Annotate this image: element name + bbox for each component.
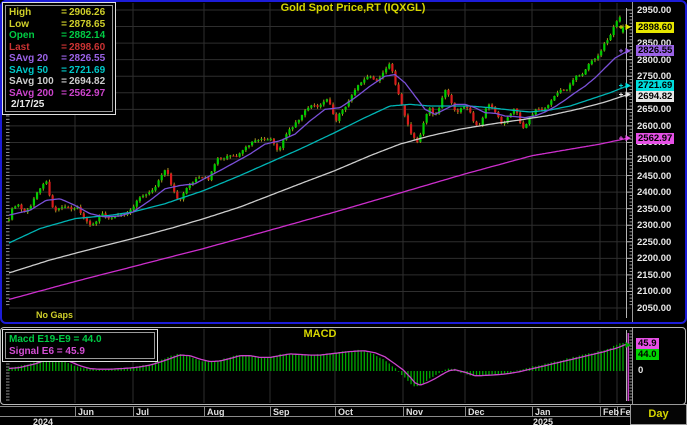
macd-value-tag: 45.9: [636, 338, 659, 350]
equals-sign: =: [61, 41, 67, 53]
macd-value-tag: 44.0: [636, 349, 659, 361]
quote-info-row: SAvg 50 = 2721.69: [9, 65, 109, 77]
quote-info-row: SAvg 20 = 2826.55: [9, 53, 109, 65]
price-axis-label: 2800.00: [637, 54, 672, 66]
price-axis-label: 2250.00: [637, 236, 672, 248]
macd-zero-label: 0: [638, 365, 644, 376]
month-tick: [75, 406, 76, 416]
macd-canvas[interactable]: [0, 327, 687, 405]
ma-price-tag: 2721.69: [636, 80, 675, 92]
macd-legend-macd: Macd E19-E9 = 44.0: [9, 334, 102, 345]
year-label: 2025: [533, 417, 554, 425]
equals-sign: =: [61, 18, 67, 30]
quote-value: 2878.65: [69, 18, 106, 30]
price-axis-label: 2600.00: [637, 120, 672, 132]
quote-label: SAvg 100: [9, 76, 54, 87]
macd-legend-signal: Signal E6 = 45.9: [9, 346, 85, 357]
no-gaps-label: No Gaps: [36, 310, 74, 320]
ma-price-tag: 2826.55: [636, 45, 675, 57]
price-axis-label: 2950.00: [637, 5, 672, 16]
price-axis-label: 2350.00: [637, 203, 672, 215]
month-tick: [617, 406, 618, 416]
ma-price-tag: 2562.97: [636, 132, 675, 144]
timeframe-day-box[interactable]: Day: [630, 404, 687, 425]
equals-sign: =: [61, 76, 67, 87]
month-tick: [600, 406, 601, 416]
month-label: Jun: [78, 407, 95, 417]
month-label: Feb: [620, 407, 637, 417]
month-tick: [204, 406, 205, 416]
time-axis-top-line: [0, 406, 630, 407]
month-label: Aug: [207, 407, 225, 417]
quote-value: 2721.69: [69, 64, 106, 76]
quote-label: SAvg 200: [9, 87, 54, 99]
equals-sign: =: [61, 64, 67, 76]
month-label: Jan: [535, 407, 551, 417]
quote-value: 2562.97: [69, 87, 106, 99]
quote-info-row: Open = 2882.14: [9, 30, 109, 42]
quote-info-row: SAvg 200 = 2562.97: [9, 88, 109, 100]
quote-value: 2826.55: [69, 53, 106, 64]
time-axis: Jun Jul Aug Sep Oct Nov Dec Jan Feb Feb 2024 2025: [0, 406, 687, 425]
equals-sign: =: [61, 53, 67, 64]
chart-title: Gold Spot Price,RT (IQXGL): [280, 2, 426, 14]
quote-value: 2882.14: [69, 30, 106, 41]
quote-info-row: Low = 2878.65: [9, 19, 109, 31]
price-axis-label: 2100.00: [637, 286, 672, 298]
equals-sign: =: [61, 7, 67, 18]
price-axis-label: 2400.00: [637, 187, 672, 199]
quote-info-row: High = 2906.26: [9, 7, 109, 19]
price-axis-label: 2050.00: [637, 303, 672, 314]
price-axis-label: 2650.00: [637, 104, 672, 116]
month-tick: [335, 406, 336, 416]
month-label: Oct: [338, 407, 354, 417]
quote-label: High: [9, 7, 32, 18]
month-label: Jul: [136, 407, 150, 417]
month-label: Sep: [273, 407, 290, 417]
quote-date: 2/17/25: [11, 99, 45, 110]
month-tick: [403, 406, 404, 416]
year-label: 2024: [33, 417, 54, 425]
quote-value: 2694.82: [69, 76, 106, 87]
macd-title: MACD: [303, 328, 337, 340]
quote-label: SAvg 20: [9, 53, 49, 64]
equals-sign: =: [61, 30, 67, 41]
time-axis-mid-line: [0, 416, 630, 417]
quote-info-rows: High = 2906.26 Low = 2878.65 Open = 2882.14 Last =…: [9, 7, 109, 99]
price-axis-label: 2750.00: [637, 71, 672, 83]
price-axis-label: 2150.00: [637, 269, 672, 281]
ma-price-tag: 2898.60: [636, 21, 675, 33]
price-axis-label: 2300.00: [637, 220, 672, 232]
quote-label: SAvg 50: [9, 64, 49, 76]
equals-sign: =: [61, 87, 67, 99]
month-label: Nov: [406, 407, 424, 417]
month-tick: [270, 406, 271, 416]
month-tick: [532, 406, 533, 416]
quote-info-row: SAvg 100 = 2694.82: [9, 76, 109, 88]
quote-label: Low: [9, 18, 29, 30]
month-label: Dec: [468, 407, 485, 417]
price-axis-label: 2450.00: [637, 170, 672, 182]
ma-price-tag: 2694.82: [636, 91, 675, 103]
quote-info-box: High = 2906.26 Low = 2878.65 Open = 2882.14 Last =…: [2, 2, 116, 115]
macd-legend-box: Macd E19-E9 = 44.0 Signal E6 = 45.9: [2, 329, 158, 362]
month-tick: [465, 406, 466, 416]
price-axis-label: 2850.00: [637, 38, 672, 50]
quote-value: 2898.60: [69, 41, 106, 53]
quote-label: Last: [9, 41, 30, 53]
price-axis-label: 2200.00: [637, 253, 672, 265]
price-axis-label: 2500.00: [637, 154, 672, 165]
month-tick: [133, 406, 134, 416]
month-label: Feb: [603, 407, 620, 417]
quote-value: 2906.26: [69, 7, 106, 18]
timeframe-day-label: Day: [648, 408, 669, 420]
quote-label: Open: [9, 30, 35, 41]
quote-info-row: Last = 2898.60: [9, 42, 109, 54]
